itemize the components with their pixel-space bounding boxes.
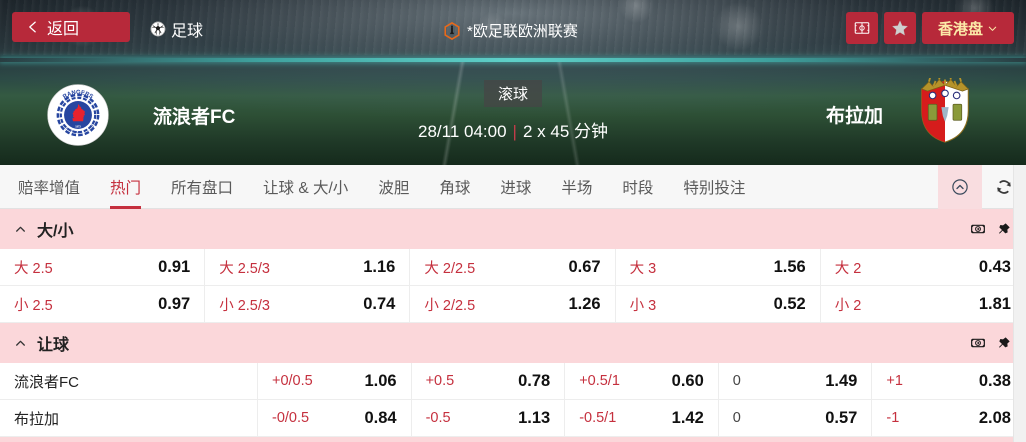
svg-text:1873: 1873: [75, 125, 81, 128]
